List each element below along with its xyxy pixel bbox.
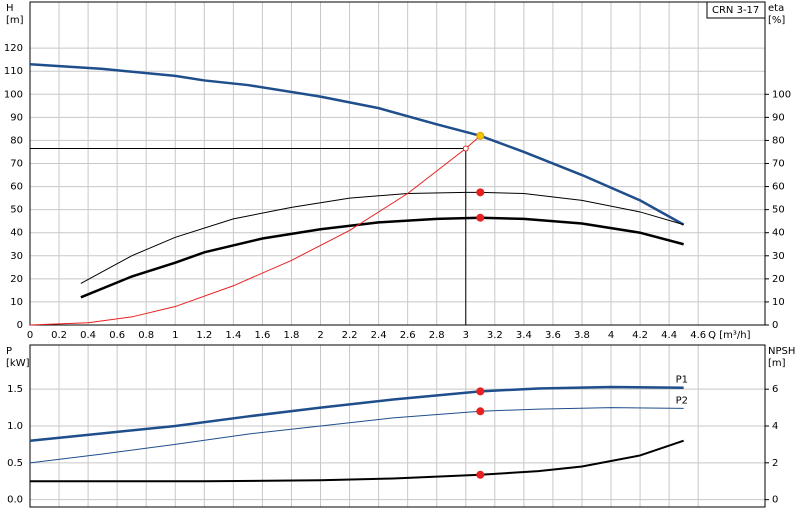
- plot-frame: [29, 1, 766, 326]
- y-axis-unit: [kW]: [6, 358, 30, 369]
- x-tick-label: 1: [172, 330, 178, 341]
- y-tick-label: 1.5: [7, 384, 23, 395]
- y2-tick-label: 80: [772, 135, 785, 146]
- x-tick-label: 0: [27, 330, 33, 341]
- x-axis-label: Q [m³/h]: [708, 330, 750, 341]
- y-axis-label: H: [6, 3, 14, 14]
- y2-tick-label: 30: [772, 251, 785, 262]
- y2-tick-label: 6: [772, 384, 778, 395]
- y2-tick-label: 10: [772, 297, 785, 308]
- y2-tick-label: 20: [772, 274, 785, 285]
- x-tick-label: 4.4: [661, 330, 677, 341]
- y2-tick-label: 70: [772, 159, 785, 170]
- y-axis-unit: [m]: [6, 15, 24, 26]
- y2-tick-label: 0: [772, 495, 778, 506]
- y2-tick-label: 100: [772, 89, 791, 100]
- y-tick-label: 30: [10, 251, 23, 262]
- y2-tick-label: 40: [772, 228, 785, 239]
- x-tick-label: 0.4: [80, 330, 96, 341]
- x-tick-label: 2.2: [342, 330, 358, 341]
- x-tick-label: 4: [608, 330, 614, 341]
- y2-axis-unit: [m]: [768, 358, 786, 369]
- y2-tick-label: 2: [772, 458, 778, 469]
- series-line: [29, 407, 684, 464]
- y-tick-label: 40: [10, 228, 23, 239]
- operating-point: [476, 188, 485, 197]
- y-tick-label: 120: [4, 43, 23, 54]
- operating-point: [476, 407, 485, 416]
- x-tick-label: 3: [463, 330, 469, 341]
- operating-point: [462, 145, 469, 152]
- y-axis-label: P: [6, 346, 12, 357]
- operating-point: [476, 131, 485, 140]
- series-line: [29, 63, 685, 226]
- x-tick-label: 0.2: [51, 330, 67, 341]
- y2-axis-unit: [%]: [768, 15, 785, 26]
- annotation: CRN 3-17: [712, 5, 759, 16]
- operating-point: [476, 387, 485, 396]
- x-tick-label: 3.6: [545, 330, 561, 341]
- series-line: [29, 385, 684, 442]
- series-label: P1: [676, 375, 688, 386]
- y2-tick-label: 90: [772, 112, 785, 123]
- x-tick-label: 0.6: [109, 330, 125, 341]
- y2-axis-label: eta: [768, 3, 784, 14]
- y2-tick-label: 0: [772, 320, 778, 331]
- series-line: [29, 135, 481, 326]
- series-line: [80, 216, 684, 299]
- x-tick-label: 1.8: [284, 330, 300, 341]
- x-tick-label: 1.2: [196, 330, 212, 341]
- y2-axis-label: NPSH: [768, 346, 795, 357]
- y-tick-label: 90: [10, 112, 23, 123]
- annotation-box: [706, 1, 766, 19]
- series-line: [30, 439, 684, 483]
- x-tick-label: 2: [317, 330, 323, 341]
- x-tick-label: 3.4: [516, 330, 532, 341]
- y2-tick-label: 60: [772, 182, 785, 193]
- y2-tick-label: 50: [772, 205, 785, 216]
- y-tick-label: 20: [10, 274, 23, 285]
- y-tick-label: 100: [4, 89, 23, 100]
- y-tick-label: 0.0: [7, 495, 23, 506]
- x-tick-label: 2.4: [371, 330, 387, 341]
- y-tick-label: 70: [10, 159, 23, 170]
- x-tick-label: 3.2: [487, 330, 503, 341]
- plot-frame: [29, 344, 766, 508]
- y-tick-label: 0: [17, 320, 23, 331]
- y-tick-label: 10: [10, 297, 23, 308]
- series-label: P2: [676, 395, 688, 406]
- y-tick-label: 50: [10, 205, 23, 216]
- x-tick-label: 2.8: [429, 330, 445, 341]
- x-tick-label: 0.8: [138, 330, 154, 341]
- y-tick-label: 0.5: [7, 458, 23, 469]
- x-tick-label: 2.6: [400, 330, 416, 341]
- operating-point: [476, 213, 485, 222]
- x-tick-label: 4.2: [632, 330, 648, 341]
- y-tick-label: 60: [10, 182, 23, 193]
- x-tick-label: 3.8: [574, 330, 590, 341]
- y-tick-label: 1.0: [7, 421, 23, 432]
- x-tick-label: 1.6: [254, 330, 270, 341]
- x-tick-label: 1.4: [225, 330, 241, 341]
- y2-tick-label: 4: [772, 421, 778, 432]
- operating-point: [476, 470, 485, 479]
- x-tick-label: 4.6: [690, 330, 706, 341]
- y-tick-label: 110: [4, 66, 23, 77]
- y-tick-label: 80: [10, 135, 23, 146]
